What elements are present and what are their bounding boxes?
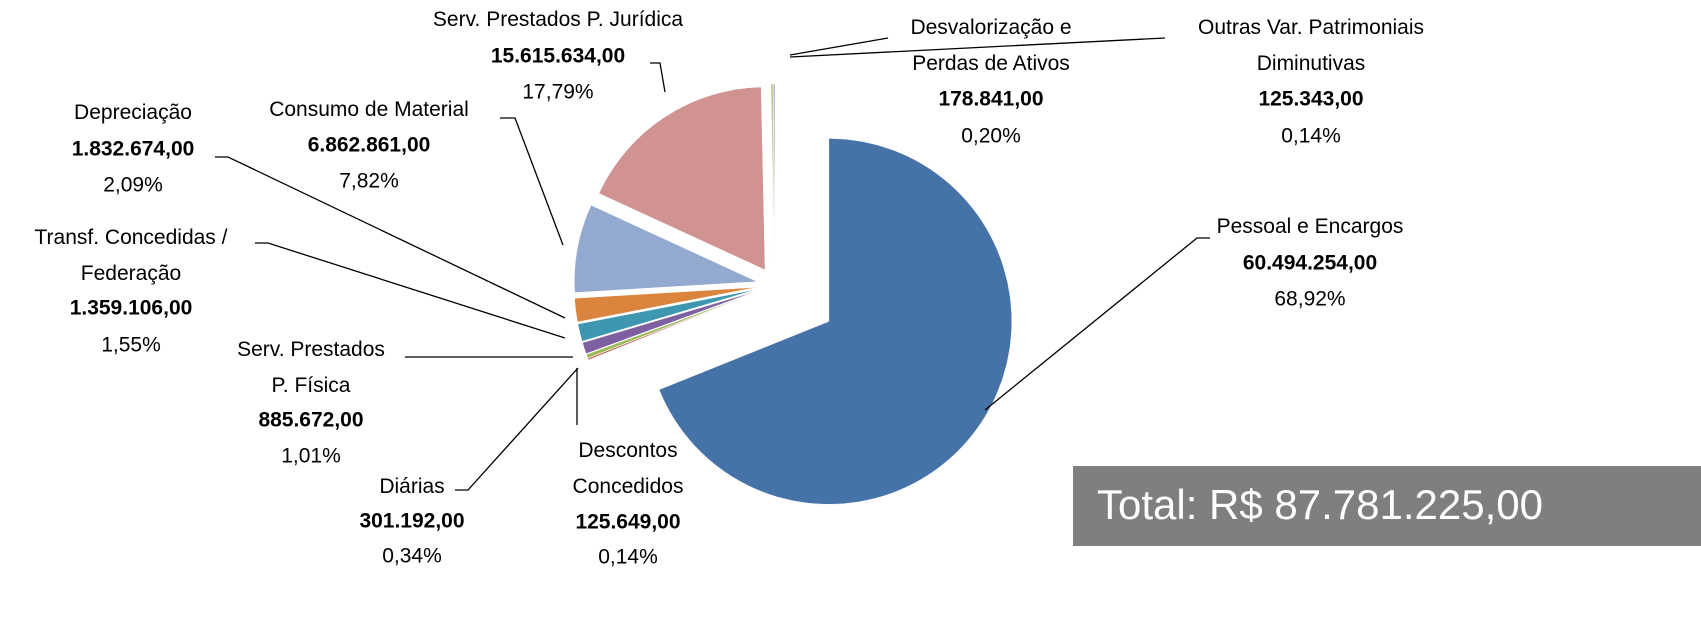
value-label: 1.359.106,00 [70, 297, 193, 320]
percent-label: 2,09% [103, 174, 163, 197]
percent-label: 1,01% [281, 445, 341, 468]
value-label: 6.862.861,00 [308, 134, 431, 157]
leader-line [500, 117, 564, 246]
pie-slice [586, 291, 759, 359]
pie-slice [587, 291, 759, 361]
slice-label: Diárias [379, 475, 444, 498]
leader-line [650, 62, 666, 93]
total-label: Total: R$ 87.781.225,00 [1097, 481, 1543, 528]
percent-label: 0,14% [598, 546, 658, 569]
value-label: 885.672,00 [258, 409, 363, 432]
slice-label: Consumo de Material [269, 98, 469, 121]
slice-label: Serv. Prestados P. Jurídica [433, 8, 683, 31]
value-label: 125.343,00 [1258, 88, 1363, 111]
percent-label: 0,14% [1281, 125, 1341, 148]
leader-line [455, 367, 579, 491]
value-label: 15.615.634,00 [491, 45, 625, 68]
slice-label: Serv. Prestados P. Física [237, 338, 385, 397]
total-box [1073, 466, 1701, 546]
slice-label: Desvalorização e Perdas de Ativos [910, 16, 1071, 75]
percent-label: 0,20% [961, 125, 1021, 148]
slice-label: Pessoal e Encargos [1217, 215, 1404, 238]
value-label: 178.841,00 [938, 88, 1043, 111]
slice-label: Outras Var. Patrimoniais Diminutivas [1198, 16, 1424, 75]
percent-label: 68,92% [1274, 288, 1345, 311]
pie-slice [574, 204, 758, 293]
pie-slice [582, 290, 759, 355]
value-label: 125.649,00 [575, 511, 680, 534]
pie-slice [658, 138, 1013, 505]
pie-slice [577, 289, 758, 342]
slice-label: Descontos Concedidos [573, 439, 684, 498]
percent-label: 0,34% [382, 545, 442, 568]
leader-line [215, 156, 566, 319]
pie-slice [773, 83, 776, 268]
slice-label: Transf. Concedidas / Federação [35, 226, 228, 285]
percent-label: 7,82% [339, 170, 399, 193]
percent-label: 1,55% [101, 334, 161, 357]
leader-line [255, 242, 566, 339]
pie-slice [598, 86, 766, 271]
leader-line [984, 237, 1210, 411]
leader-line [789, 37, 889, 56]
value-label: 301.192,00 [359, 510, 464, 533]
value-label: 60.494.254,00 [1243, 252, 1377, 275]
slice-label: Depreciação [74, 101, 192, 124]
pie-slice [574, 287, 758, 323]
percent-label: 17,79% [522, 81, 593, 104]
value-label: 1.832.674,00 [72, 138, 195, 161]
leader-line [789, 37, 1166, 58]
